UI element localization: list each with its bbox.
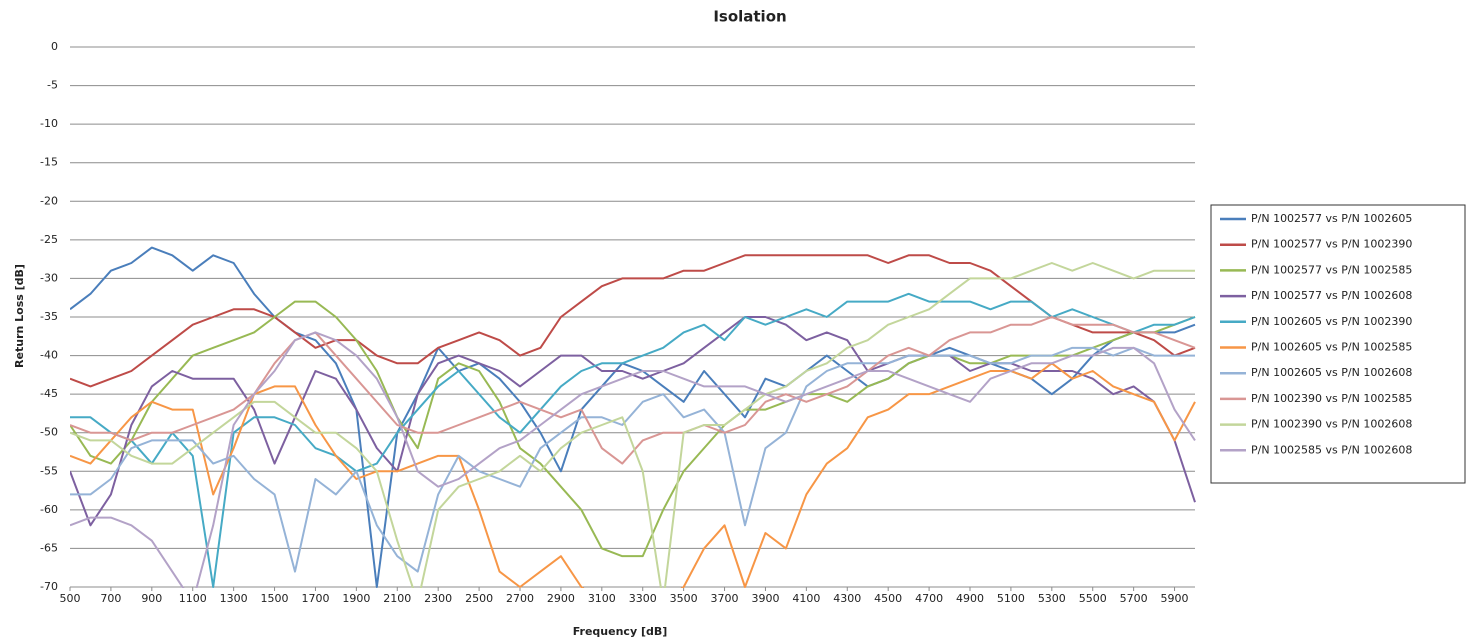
y-tick-label: -25 bbox=[40, 233, 58, 246]
series-line bbox=[70, 262, 1195, 588]
x-tick-label: 900 bbox=[141, 592, 162, 605]
x-tick-label: 1700 bbox=[301, 592, 329, 605]
x-tick-label: 2300 bbox=[424, 592, 452, 605]
x-tick-label: 5300 bbox=[1038, 592, 1066, 605]
x-tick-label: 4900 bbox=[956, 592, 984, 605]
y-tick-label: -15 bbox=[40, 156, 58, 169]
x-tick-label: 3900 bbox=[751, 592, 779, 605]
y-tick-label: -30 bbox=[40, 271, 58, 284]
x-tick-label: 3700 bbox=[711, 592, 739, 605]
legend-label: P/N 1002585 vs P/N 1002608 bbox=[1251, 443, 1412, 456]
y-tick-label: -45 bbox=[40, 387, 58, 400]
x-tick-label: 2500 bbox=[465, 592, 493, 605]
series-line bbox=[70, 254, 1196, 388]
x-tick-label: 2700 bbox=[506, 592, 534, 605]
x-tick-label: 5700 bbox=[1120, 592, 1148, 605]
series-line bbox=[70, 346, 1195, 573]
series-line bbox=[70, 300, 1196, 558]
legend-label: P/N 1002577 vs P/N 1002605 bbox=[1251, 212, 1412, 225]
y-tick-label: -10 bbox=[40, 117, 58, 130]
legend-label: P/N 1002390 vs P/N 1002608 bbox=[1251, 418, 1412, 431]
legend-label: P/N 1002577 vs P/N 1002390 bbox=[1251, 238, 1412, 251]
x-axis-title: Frequency [dB] bbox=[573, 625, 668, 638]
y-tick-label: -35 bbox=[40, 310, 58, 323]
y-tick-label: -40 bbox=[40, 349, 58, 362]
legend-label: P/N 1002605 vs P/N 1002608 bbox=[1251, 366, 1412, 379]
x-tick-label: 4500 bbox=[874, 592, 902, 605]
x-tick-label: 5100 bbox=[997, 592, 1025, 605]
x-tick-label: 4700 bbox=[915, 592, 943, 605]
x-tick-label: 1900 bbox=[342, 592, 370, 605]
legend-label: P/N 1002605 vs P/N 1002585 bbox=[1251, 341, 1412, 354]
series-line bbox=[70, 246, 1196, 588]
x-tick-label: 700 bbox=[100, 592, 121, 605]
x-tick-label: 3300 bbox=[629, 592, 657, 605]
y-tick-label: -50 bbox=[40, 426, 58, 439]
y-tick-label: 0 bbox=[51, 40, 58, 53]
series-line bbox=[70, 292, 1196, 588]
legend-label: P/N 1002390 vs P/N 1002585 bbox=[1251, 392, 1412, 405]
grid bbox=[69, 46, 1195, 591]
legend-box bbox=[1210, 204, 1466, 484]
x-tick-label: 3500 bbox=[670, 592, 698, 605]
y-tick-label: -70 bbox=[40, 580, 58, 593]
y-tick-label: -55 bbox=[40, 464, 58, 477]
series-line bbox=[70, 331, 1196, 588]
x-tick-label: 5500 bbox=[1079, 592, 1107, 605]
y-axis-title: Return Loss [dB] bbox=[13, 264, 26, 368]
x-tick-label: 1100 bbox=[179, 592, 207, 605]
x-tick-label: 1500 bbox=[261, 592, 289, 605]
y-tick-label: -60 bbox=[40, 503, 58, 516]
x-tick-label: 1300 bbox=[220, 592, 248, 605]
legend-label: P/N 1002577 vs P/N 1002585 bbox=[1251, 263, 1412, 276]
plot-area bbox=[70, 246, 1196, 588]
y-tick-label: -20 bbox=[40, 194, 58, 207]
series-line bbox=[70, 362, 1196, 588]
x-tick-label: 3100 bbox=[588, 592, 616, 605]
y-tick-label: -65 bbox=[40, 541, 58, 554]
x-tick-label: 4100 bbox=[792, 592, 820, 605]
series-line bbox=[70, 316, 1196, 527]
legend-label: P/N 1002577 vs P/N 1002608 bbox=[1251, 289, 1412, 302]
x-tick-label: 5900 bbox=[1161, 592, 1189, 605]
x-tick-label: 4300 bbox=[833, 592, 861, 605]
chart-title: Isolation bbox=[713, 8, 786, 26]
x-tick-label: 2900 bbox=[547, 592, 575, 605]
x-tick-label: 2100 bbox=[383, 592, 411, 605]
legend-label: P/N 1002605 vs P/N 1002390 bbox=[1251, 315, 1412, 328]
y-tick-label: -5 bbox=[47, 79, 58, 92]
x-tick-label: 500 bbox=[60, 592, 81, 605]
